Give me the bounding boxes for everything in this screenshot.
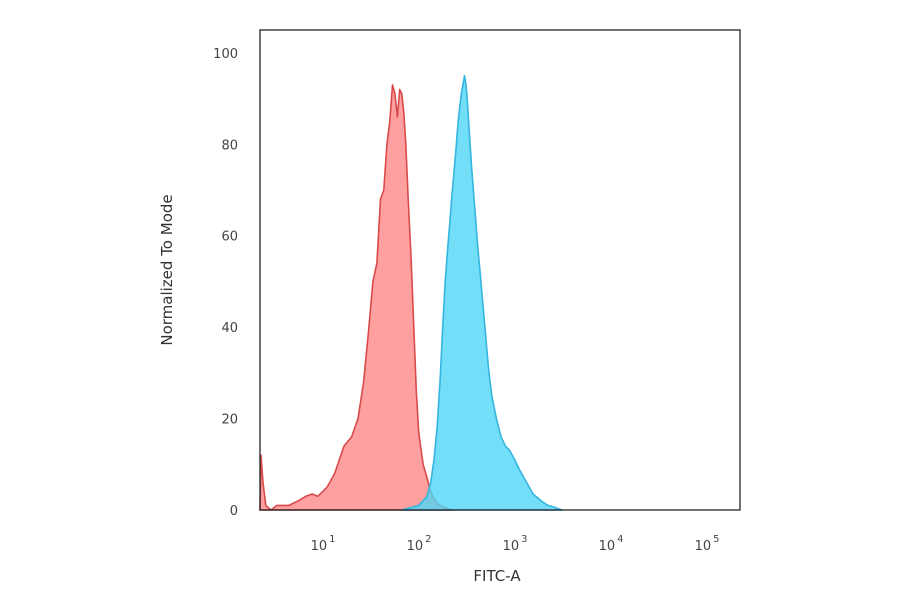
- x-tick-label: 10 4: [599, 534, 624, 554]
- histogram-series-2: [401, 74, 563, 511]
- y-tick-label: 40: [221, 321, 238, 336]
- y-tick-label: 80: [221, 138, 238, 153]
- x-tick-labels: 10 1 10 2 10 3 10 4 10 5: [311, 534, 720, 554]
- x-tick-label: 10 2: [407, 534, 432, 554]
- x-tick-label: 10 1: [311, 534, 336, 554]
- x-tick-label: 10 3: [503, 534, 528, 554]
- y-tick-label: 0: [230, 504, 238, 519]
- series-layer: [259, 74, 563, 511]
- plot-frame: [259, 29, 741, 511]
- y-tick-label: 20: [221, 413, 238, 428]
- y-axis-title: Normalized To Mode: [158, 194, 176, 345]
- x-axis-title: FITC-A: [473, 567, 521, 585]
- y-tick-label: 60: [221, 230, 238, 245]
- histogram-series-1: [259, 84, 453, 511]
- y-tick-labels: 0 20 40 60 80 100: [213, 47, 238, 519]
- y-tick-label: 100: [213, 47, 238, 62]
- x-tick-label: 10 5: [695, 534, 720, 554]
